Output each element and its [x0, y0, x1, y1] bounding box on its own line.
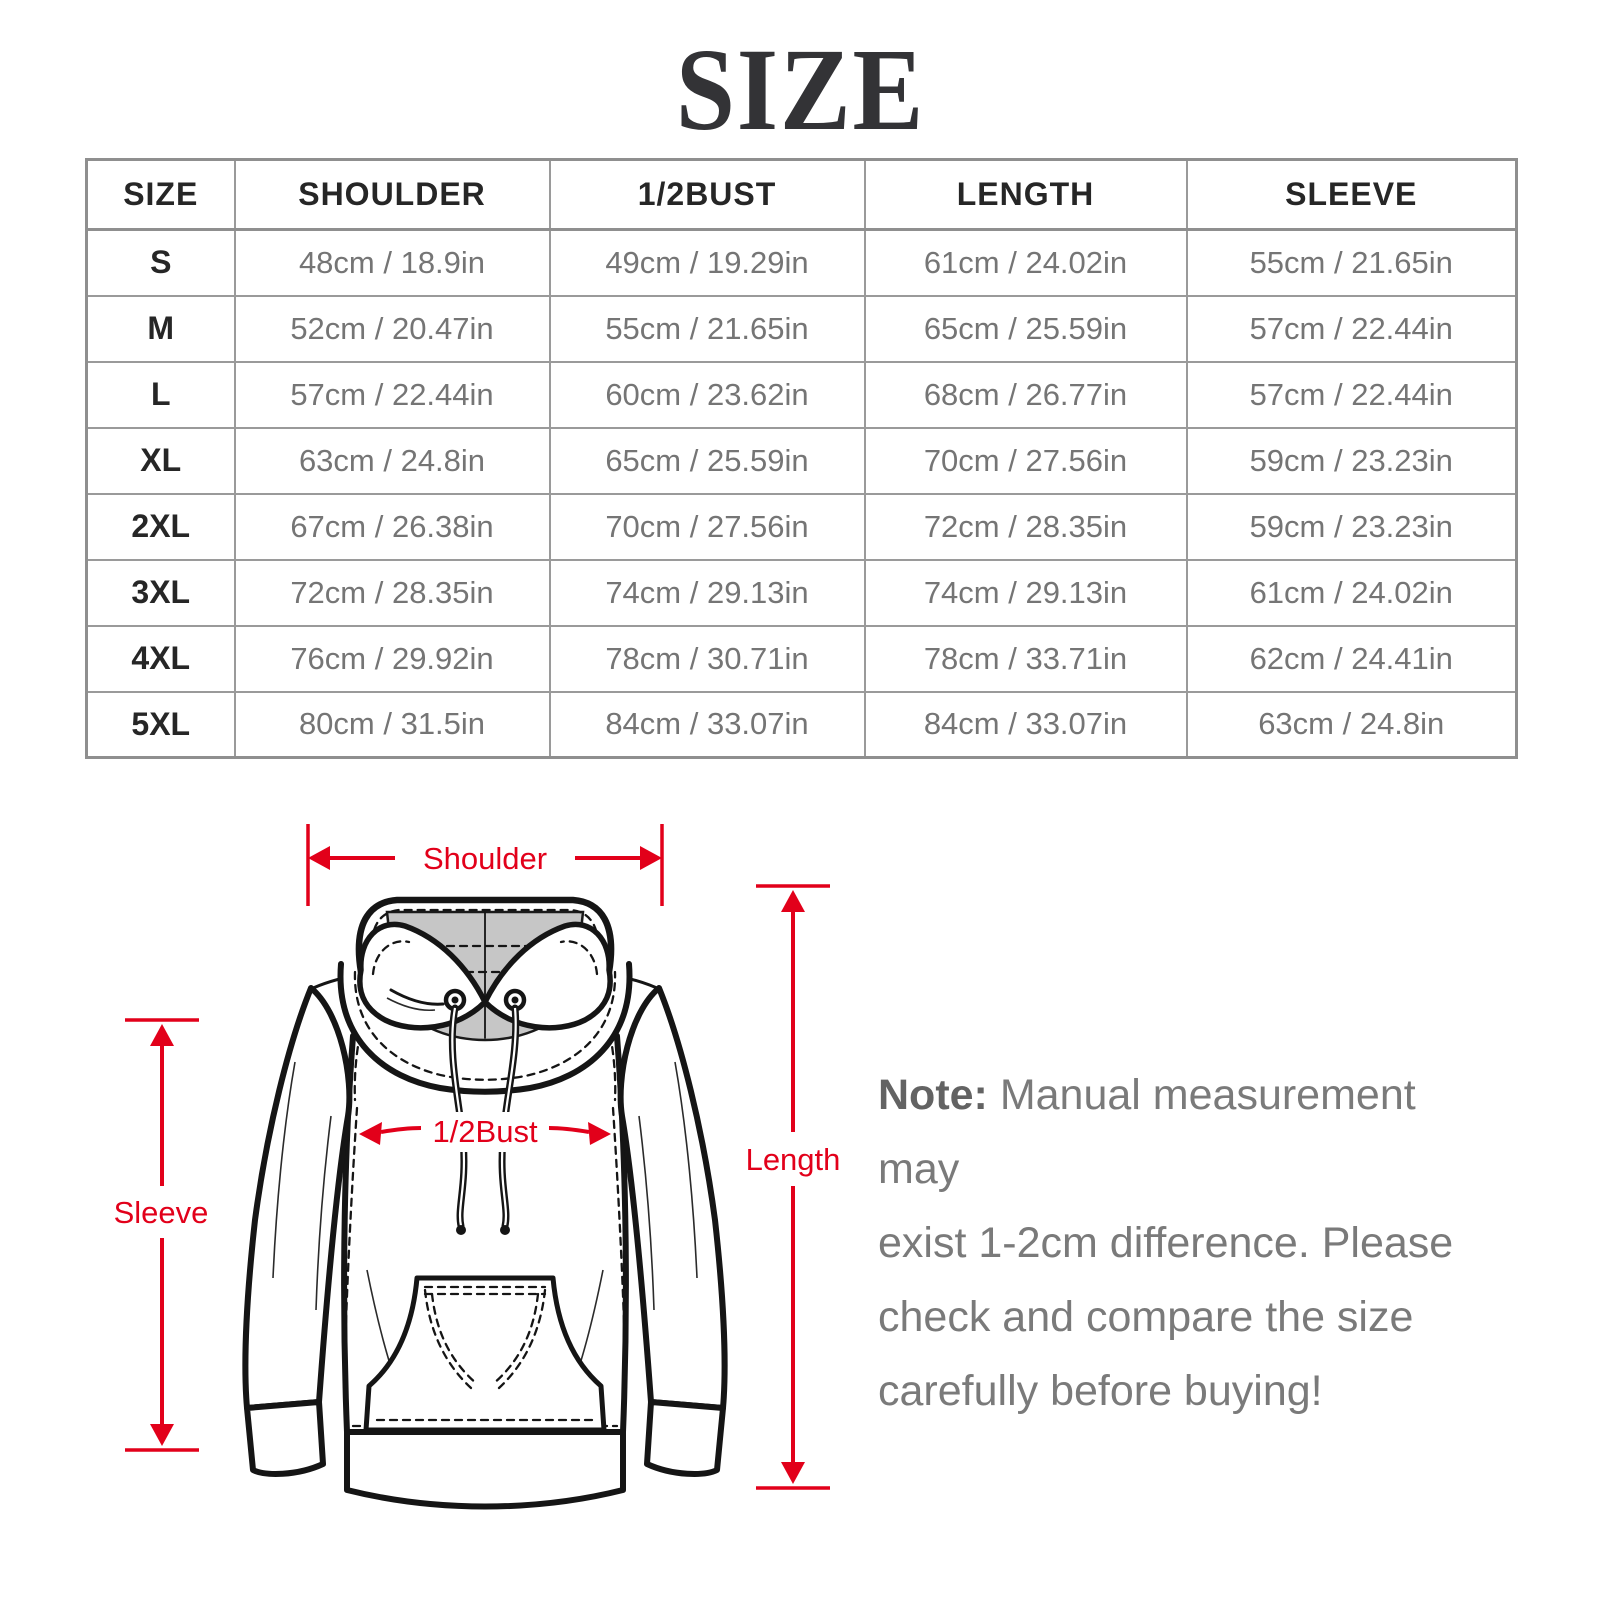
- hoodie-measurement-diagram: Shoulder 1/2Bust Sleeve Length: [114, 824, 841, 1510]
- table-row-s: S 48cm / 18.9in 49cm / 19.29in 61cm / 24…: [85, 228, 1518, 297]
- size-cell: 4XL: [85, 624, 236, 693]
- measurement-cell: 78cm / 30.71in: [548, 624, 866, 693]
- size-cell: XL: [85, 426, 236, 495]
- measurement-cell: 70cm / 27.56in: [548, 492, 866, 561]
- measurement-cell: 52cm / 20.47in: [233, 294, 551, 363]
- measurement-cell: 65cm / 25.59in: [863, 294, 1188, 363]
- table-row-2xl: 2XL 67cm / 26.38in 70cm / 27.56in 72cm /…: [85, 492, 1518, 561]
- measurement-cell: 74cm / 29.13in: [863, 558, 1188, 627]
- note-label: Note:: [878, 1071, 988, 1119]
- length-label: Length: [746, 1142, 841, 1177]
- measurement-cell: 62cm / 24.41in: [1185, 624, 1518, 693]
- measurement-cell: 84cm / 33.07in: [548, 690, 866, 759]
- size-table: SIZE SHOULDER 1/2BUST LENGTH SLEEVE S 48…: [85, 158, 1518, 759]
- note-line: check and compare the size: [878, 1293, 1414, 1341]
- table-row-4xl: 4XL 76cm / 29.92in 78cm / 30.71in 78cm /…: [85, 624, 1518, 693]
- measurement-cell: 63cm / 24.8in: [1185, 690, 1518, 759]
- column-header-shoulder: SHOULDER: [233, 158, 551, 231]
- measurement-cell: 70cm / 27.56in: [863, 426, 1188, 495]
- measurement-cell: 60cm / 23.62in: [548, 360, 866, 429]
- measurement-cell: 72cm / 28.35in: [233, 558, 551, 627]
- note-text: Note: Manual measurement may exist 1-2cm…: [878, 1058, 1488, 1428]
- length-arrow: Length: [746, 884, 841, 1490]
- measurement-cell: 55cm / 21.65in: [1185, 228, 1518, 297]
- measurement-cell: 48cm / 18.9in: [233, 228, 551, 297]
- shoulder-label: Shoulder: [423, 841, 547, 876]
- bust-arrow: 1/2Bust: [359, 1112, 611, 1152]
- measurement-cell: 78cm / 33.71in: [863, 624, 1188, 693]
- note-line: exist 1-2cm difference. Please: [878, 1219, 1454, 1267]
- table-row-xl: XL 63cm / 24.8in 65cm / 25.59in 70cm / 2…: [85, 426, 1518, 495]
- measurement-cell: 65cm / 25.59in: [548, 426, 866, 495]
- table-row-5xl: 5XL 80cm / 31.5in 84cm / 33.07in 84cm / …: [85, 690, 1518, 759]
- column-header-length: LENGTH: [863, 158, 1188, 231]
- measurement-cell: 67cm / 26.38in: [233, 492, 551, 561]
- column-header-bust: 1/2BUST: [548, 158, 866, 231]
- measurement-cell: 76cm / 29.92in: [233, 624, 551, 693]
- column-header-size: SIZE: [85, 158, 236, 231]
- measurement-cell: 63cm / 24.8in: [233, 426, 551, 495]
- measurement-cell: 59cm / 23.23in: [1185, 492, 1518, 561]
- bust-label: 1/2Bust: [432, 1114, 538, 1149]
- size-cell: 3XL: [85, 558, 236, 627]
- note-line: carefully before buying!: [878, 1367, 1323, 1415]
- table-row-l: L 57cm / 22.44in 60cm / 23.62in 68cm / 2…: [85, 360, 1518, 429]
- measurement-cell: 59cm / 23.23in: [1185, 426, 1518, 495]
- size-cell: M: [85, 294, 236, 363]
- measurement-cell: 72cm / 28.35in: [863, 492, 1188, 561]
- note-line: Note: Manual measurement may: [878, 1071, 1416, 1193]
- column-header-sleeve: SLEEVE: [1185, 158, 1518, 231]
- size-cell: 5XL: [85, 690, 236, 759]
- measurement-cell: 55cm / 21.65in: [548, 294, 866, 363]
- table-row-m: M 52cm / 20.47in 55cm / 21.65in 65cm / 2…: [85, 294, 1518, 363]
- measurement-cell: 68cm / 26.77in: [863, 360, 1188, 429]
- measurement-cell: 74cm / 29.13in: [548, 558, 866, 627]
- size-cell: 2XL: [85, 492, 236, 561]
- sleeve-arrow: Sleeve: [114, 1018, 209, 1452]
- measurement-cell: 80cm / 31.5in: [233, 690, 551, 759]
- hoodie-drawing: [242, 896, 728, 1510]
- shoulder-arrow: Shoulder: [306, 824, 664, 906]
- measurement-cell: 57cm / 22.44in: [1185, 294, 1518, 363]
- table-header-row: SIZE SHOULDER 1/2BUST LENGTH SLEEVE: [85, 158, 1518, 231]
- measurement-cell: 84cm / 33.07in: [863, 690, 1188, 759]
- measurement-cell: 49cm / 19.29in: [548, 228, 866, 297]
- measurement-cell: 57cm / 22.44in: [233, 360, 551, 429]
- page-title: SIZE: [675, 24, 925, 155]
- size-cell: L: [85, 360, 236, 429]
- measurement-cell: 61cm / 24.02in: [863, 228, 1188, 297]
- measurement-cell: 61cm / 24.02in: [1185, 558, 1518, 627]
- sleeve-label: Sleeve: [114, 1195, 209, 1230]
- measurement-cell: 57cm / 22.44in: [1185, 360, 1518, 429]
- table-row-3xl: 3XL 72cm / 28.35in 74cm / 29.13in 74cm /…: [85, 558, 1518, 627]
- size-cell: S: [85, 228, 236, 297]
